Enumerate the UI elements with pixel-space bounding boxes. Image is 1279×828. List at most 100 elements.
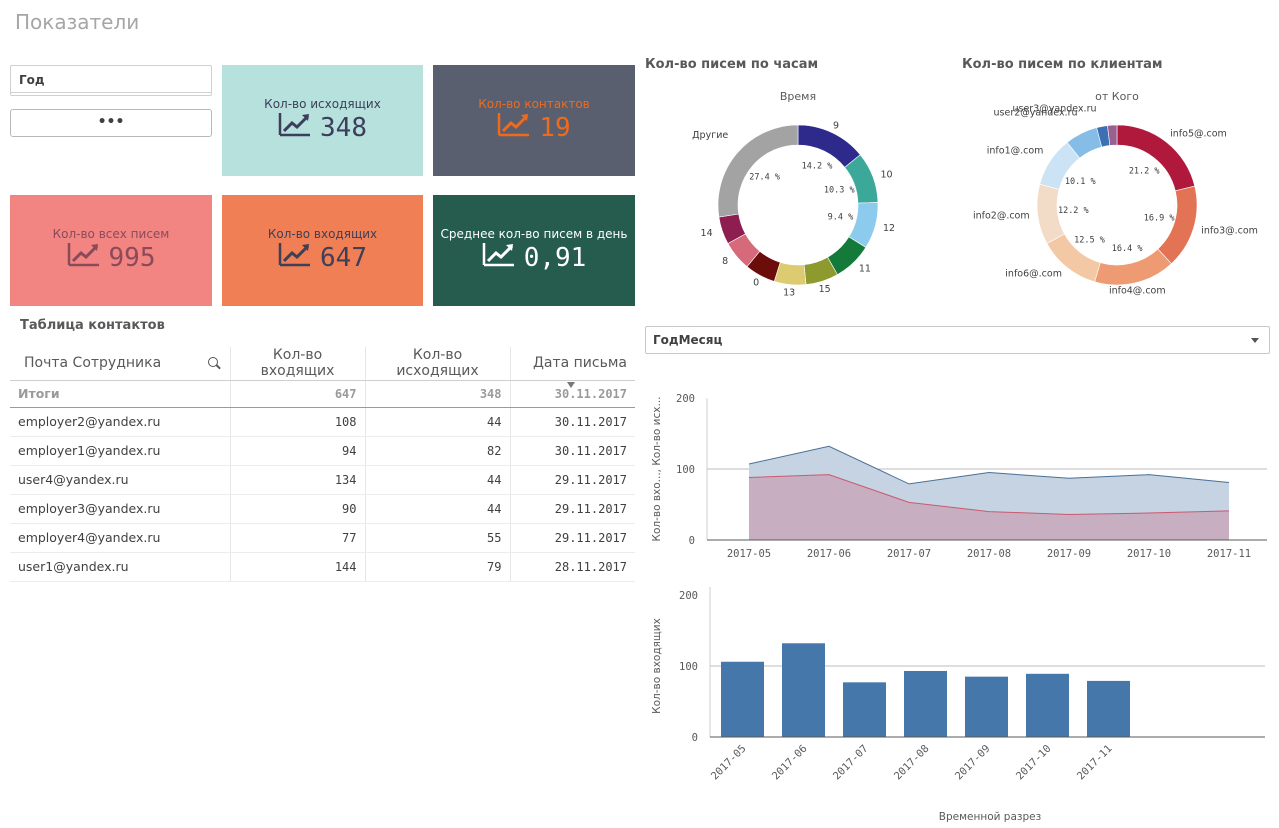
- cell-email: employer4@yandex.ru: [10, 523, 231, 553]
- x-tick-label: 2017-11: [1207, 548, 1251, 560]
- cell-email: employer3@yandex.ru: [10, 494, 231, 524]
- series-line[interactable]: [748, 445, 1230, 485]
- year-filter-underline: [11, 92, 211, 93]
- x-tick-label: 2017-06: [770, 743, 810, 783]
- table-row[interactable]: employer2@yandex.ru 108 44 30.11.2017: [10, 407, 635, 437]
- kpi-outgoing[interactable]: Кол-во исходящих 348: [222, 65, 423, 176]
- hours-donut-chart[interactable]: Время 14.2 % 9 10.3 % 10 9.4 % 12 11 15 13 0 8 14 27.…: [645, 80, 955, 300]
- cell-outgoing: 44: [365, 407, 511, 437]
- slice-label: 13: [783, 288, 795, 299]
- area-chart[interactable]: 0 100 200 2017-05 2017-06 2017-07 2017-08 2017-…: [645, 380, 1270, 570]
- year-filter[interactable]: Год: [10, 65, 212, 96]
- bar-chart[interactable]: 0 100 200 2017-05 2017-06 2017-07 2017-08 2017-…: [645, 580, 1270, 825]
- column-header-date[interactable]: Дата письма: [510, 347, 635, 388]
- x-tick-label: 2017-09: [953, 743, 993, 783]
- slice-label: 10: [881, 169, 893, 180]
- column-header-email[interactable]: Почта Сотрудника: [10, 347, 231, 381]
- slice-label: Другие: [692, 130, 728, 141]
- kpi-contacts[interactable]: Кол-во контактов 19: [433, 65, 635, 176]
- clients-donut-chart[interactable]: от Кого 21.2 % info5@.com 16.9 % info3@.com 1…: [962, 80, 1274, 300]
- slice-value-label: 12.5 %: [1074, 235, 1105, 245]
- slice-label: info6@.com: [1005, 269, 1062, 280]
- x-tick-label: 2017-08: [967, 548, 1011, 560]
- totals-row: Итоги 647 348 30.11.2017: [10, 380, 635, 408]
- bar[interactable]: [904, 670, 947, 737]
- x-tick-label: 2017-10: [1127, 548, 1171, 560]
- more-filters-button[interactable]: •••: [10, 109, 212, 137]
- slice-value-label: 9.4 %: [828, 212, 854, 222]
- x-tick-label: 2017-07: [831, 743, 871, 783]
- table-row[interactable]: employer4@yandex.ru 77 55 29.11.2017: [10, 523, 635, 553]
- kpi-incoming[interactable]: Кол-во входящих 647: [222, 195, 423, 306]
- donut-slice[interactable]: [717, 124, 799, 218]
- table-title: Таблица контактов: [20, 318, 165, 333]
- cell-email: user1@yandex.ru: [10, 552, 231, 582]
- kpi-all-letters-label: Кол-во всех писем: [52, 227, 170, 241]
- cell-email: employer1@yandex.ru: [10, 436, 231, 466]
- kpi-avg-per-day[interactable]: Среднее кол-во писем в день 0,91: [433, 195, 635, 306]
- sort-desc-icon: [566, 381, 575, 388]
- kpi-all-letters[interactable]: Кол-во всех писем 995: [10, 195, 212, 306]
- slice-label: 9: [833, 121, 839, 132]
- bar[interactable]: [1087, 680, 1130, 737]
- slice-label: 0: [753, 277, 759, 288]
- year-filter-label: Год: [19, 73, 45, 87]
- kpi-avg-per-day-value: 0,91: [523, 242, 587, 273]
- donut-slice[interactable]: [1157, 185, 1198, 265]
- slice-label: user3@yandex.ru: [1012, 104, 1096, 115]
- table-row[interactable]: employer1@yandex.ru 94 82 30.11.2017: [10, 436, 635, 466]
- bar[interactable]: [965, 676, 1008, 737]
- cell-date: 29.11.2017: [510, 465, 635, 495]
- cell-incoming: 134: [230, 465, 366, 495]
- x-tick-label: 2017-05: [727, 548, 771, 560]
- kpi-outgoing-label: Кол-во исходящих: [264, 97, 381, 111]
- cell-date: 30.11.2017: [510, 407, 635, 437]
- donut-dimension-label: Время: [780, 90, 816, 103]
- slice-label: user2@yandex.ru: [994, 107, 1078, 118]
- kpi-incoming-label: Кол-во входящих: [267, 227, 378, 241]
- cell-incoming: 108: [230, 407, 366, 437]
- table-row[interactable]: employer3@yandex.ru 90 44 29.11.2017: [10, 494, 635, 524]
- hours-chart-title: Кол-во писем по часам: [645, 57, 819, 72]
- bar[interactable]: [721, 661, 764, 737]
- totals-label: Итоги: [10, 380, 231, 408]
- cell-outgoing: 82: [365, 436, 511, 466]
- slice-value-label: 27.4 %: [749, 172, 780, 182]
- totals-date: 30.11.2017: [510, 380, 635, 408]
- slice-label: info5@.com: [1170, 128, 1227, 139]
- year-month-dropdown[interactable]: ГодМесяц: [645, 326, 1270, 354]
- slice-label: info4@.com: [1109, 286, 1166, 297]
- cell-outgoing: 55: [365, 523, 511, 553]
- slice-value-label: 16.4 %: [1112, 244, 1143, 254]
- kpi-contacts-label: Кол-во контактов: [478, 97, 590, 111]
- kpi-incoming-value: 647: [320, 242, 367, 273]
- slice-label: 8: [722, 256, 728, 267]
- series-line[interactable]: [748, 474, 1230, 515]
- totals-incoming: 647: [230, 380, 366, 408]
- table-row[interactable]: user1@yandex.ru 144 79 28.11.2017: [10, 552, 635, 582]
- x-axis-title: Временной разрез: [939, 811, 1041, 823]
- x-tick-label: 2017-09: [1047, 548, 1091, 560]
- x-tick-label: 2017-08: [892, 743, 932, 783]
- trend-up-icon: [67, 241, 101, 274]
- donut-dimension-label: от Кого: [1095, 90, 1139, 103]
- donut-slice[interactable]: [1094, 248, 1172, 286]
- area-fill: [749, 474, 1229, 540]
- donut-slice[interactable]: [1107, 124, 1118, 146]
- search-icon[interactable]: [207, 357, 218, 367]
- column-header-outgoing[interactable]: Кол-во исходящих: [365, 347, 511, 381]
- cell-incoming: 94: [230, 436, 366, 466]
- kpi-avg-per-day-label: Среднее кол-во писем в день: [440, 227, 628, 241]
- trend-up-icon: [482, 241, 516, 274]
- cell-outgoing: 79: [365, 552, 511, 582]
- slice-value-label: 16.9 %: [1144, 214, 1175, 224]
- trend-up-icon: [278, 241, 312, 274]
- cell-date: 28.11.2017: [510, 552, 635, 582]
- slice-value-label: 12.2 %: [1058, 206, 1089, 216]
- bar[interactable]: [782, 643, 825, 737]
- bar[interactable]: [1026, 673, 1069, 737]
- y-tick-label: 200: [679, 590, 698, 602]
- column-header-incoming[interactable]: Кол-во входящих: [230, 347, 366, 381]
- table-row[interactable]: user4@yandex.ru 134 44 29.11.2017: [10, 465, 635, 495]
- bar[interactable]: [843, 682, 886, 737]
